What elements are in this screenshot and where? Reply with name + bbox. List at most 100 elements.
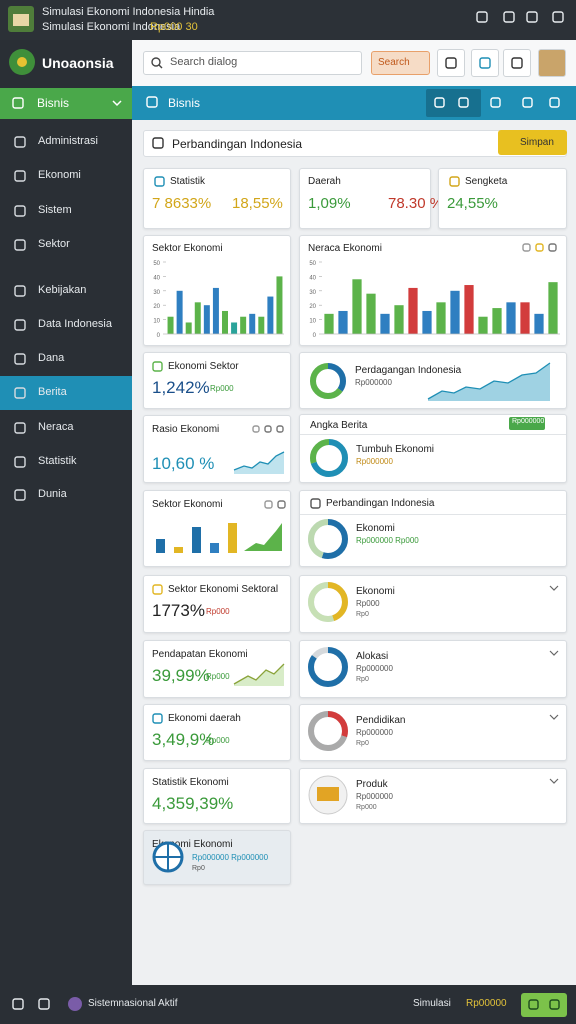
icon [522,243,531,252]
icon [14,239,26,251]
icon-shape [264,425,272,433]
card-value: Rp000000 Rp000000 [192,853,269,862]
bar [324,313,334,334]
sparkline [233,663,285,686]
bar [436,302,446,334]
icon-shape [12,97,24,109]
bar [506,302,516,334]
icon [14,170,26,182]
icon-shape [12,998,24,1010]
right-card: Angka Berita Rp000000 Tumbuh Ekonomi Rp0000… [299,414,567,483]
mini-bar [174,547,183,553]
mini-bar [228,523,237,553]
icon-shape [526,11,538,23]
card-title: Sektor Ekonomi [152,499,223,510]
icon [434,97,445,108]
mini-bar [192,527,201,553]
icon [476,11,488,23]
header-button[interactable] [471,49,499,77]
save-button-label[interactable]: Simpan [520,137,554,148]
sidebar-item-label: Statistik [38,455,77,467]
search-button[interactable] [371,51,430,75]
icon-shape [434,97,445,108]
icon [12,998,24,1010]
left-card: Ekonomi Sektor 1,242% Rp000 [143,352,291,409]
bar [548,282,558,334]
icon-shape [264,500,273,509]
donut [308,647,348,687]
icon-shape [549,97,560,108]
icon-shape [476,11,488,23]
card-tag [509,417,545,430]
icon [152,137,164,149]
icon [528,999,539,1010]
icon-shape [458,97,469,108]
left-card: Pendapatan Ekonomi 39,99% Rp000 [143,640,291,698]
chevron-shape [549,585,559,591]
icon [522,97,533,108]
bar [249,313,256,334]
mini-area [244,523,282,551]
sparkline-area [234,664,284,686]
card-title: Statistik Ekonomi [152,777,229,788]
bar [258,316,265,334]
avatar[interactable] [538,49,566,77]
card-note: Rp000000 [355,378,392,387]
card-sub: Rp0 [356,676,369,683]
bar [176,290,183,334]
icon [14,387,26,399]
icon [152,713,163,724]
card-note: Rp000000 [356,728,393,737]
icon-shape [549,999,560,1010]
card-title: Ekonomi Ekonomi [152,839,233,850]
y-tick-label: 50 [309,261,316,267]
bar [450,290,460,334]
bar-chart: 0 10 20 30 40 50 [309,261,560,339]
card-sub: Rp0 [356,740,369,747]
donut-arc [308,582,348,622]
mini-bar [210,543,219,553]
header-button[interactable] [503,49,531,77]
icon-shape [14,170,26,182]
y-tick-label: 40 [153,275,160,281]
icon-shape [14,285,26,297]
y-tick-label: 20 [153,304,160,310]
toolbar [132,86,576,120]
bar [394,305,404,334]
card-value: 39,99% [152,666,210,685]
card-note: Rp000000 Rp000 [356,536,419,545]
icon [14,422,26,434]
icon-shape [310,498,321,509]
donut [308,582,348,622]
stat-value: 78.30 % [388,195,444,212]
bar [167,316,174,334]
bar [185,322,192,334]
sidebar-section[interactable] [0,88,132,119]
chevron-shape [549,650,559,656]
card-title: Ekonomi daerah [168,713,241,724]
stat-label: Daerah [308,176,341,187]
chevron [549,778,559,784]
page-title-bar [143,130,567,157]
card-tag-label: Rp000000 [512,418,545,425]
left-card: Ekonomi daerah 3,49,9% Rp000 [143,704,291,761]
card-note: Rp000 [206,672,230,681]
product-icon-fg [317,787,339,801]
bar [352,279,362,334]
footer-label: Simulasi [413,998,451,1009]
donut-arc [310,363,346,399]
header-button[interactable] [437,49,465,77]
search-box[interactable] [143,51,362,75]
donut [308,519,348,559]
card-sub: Rp000 [356,804,377,811]
icon-shape [490,97,501,108]
save-button[interactable] [498,130,567,155]
icon [38,998,50,1010]
icon [14,353,26,365]
left-card: Sektor Ekonomi [143,490,291,567]
sidebar-item-active[interactable] [0,376,132,410]
search-button-label[interactable]: Search [378,57,410,68]
card-title: Angka Berita [310,420,368,431]
icon-shape [503,11,515,23]
icon-shape [14,205,26,217]
